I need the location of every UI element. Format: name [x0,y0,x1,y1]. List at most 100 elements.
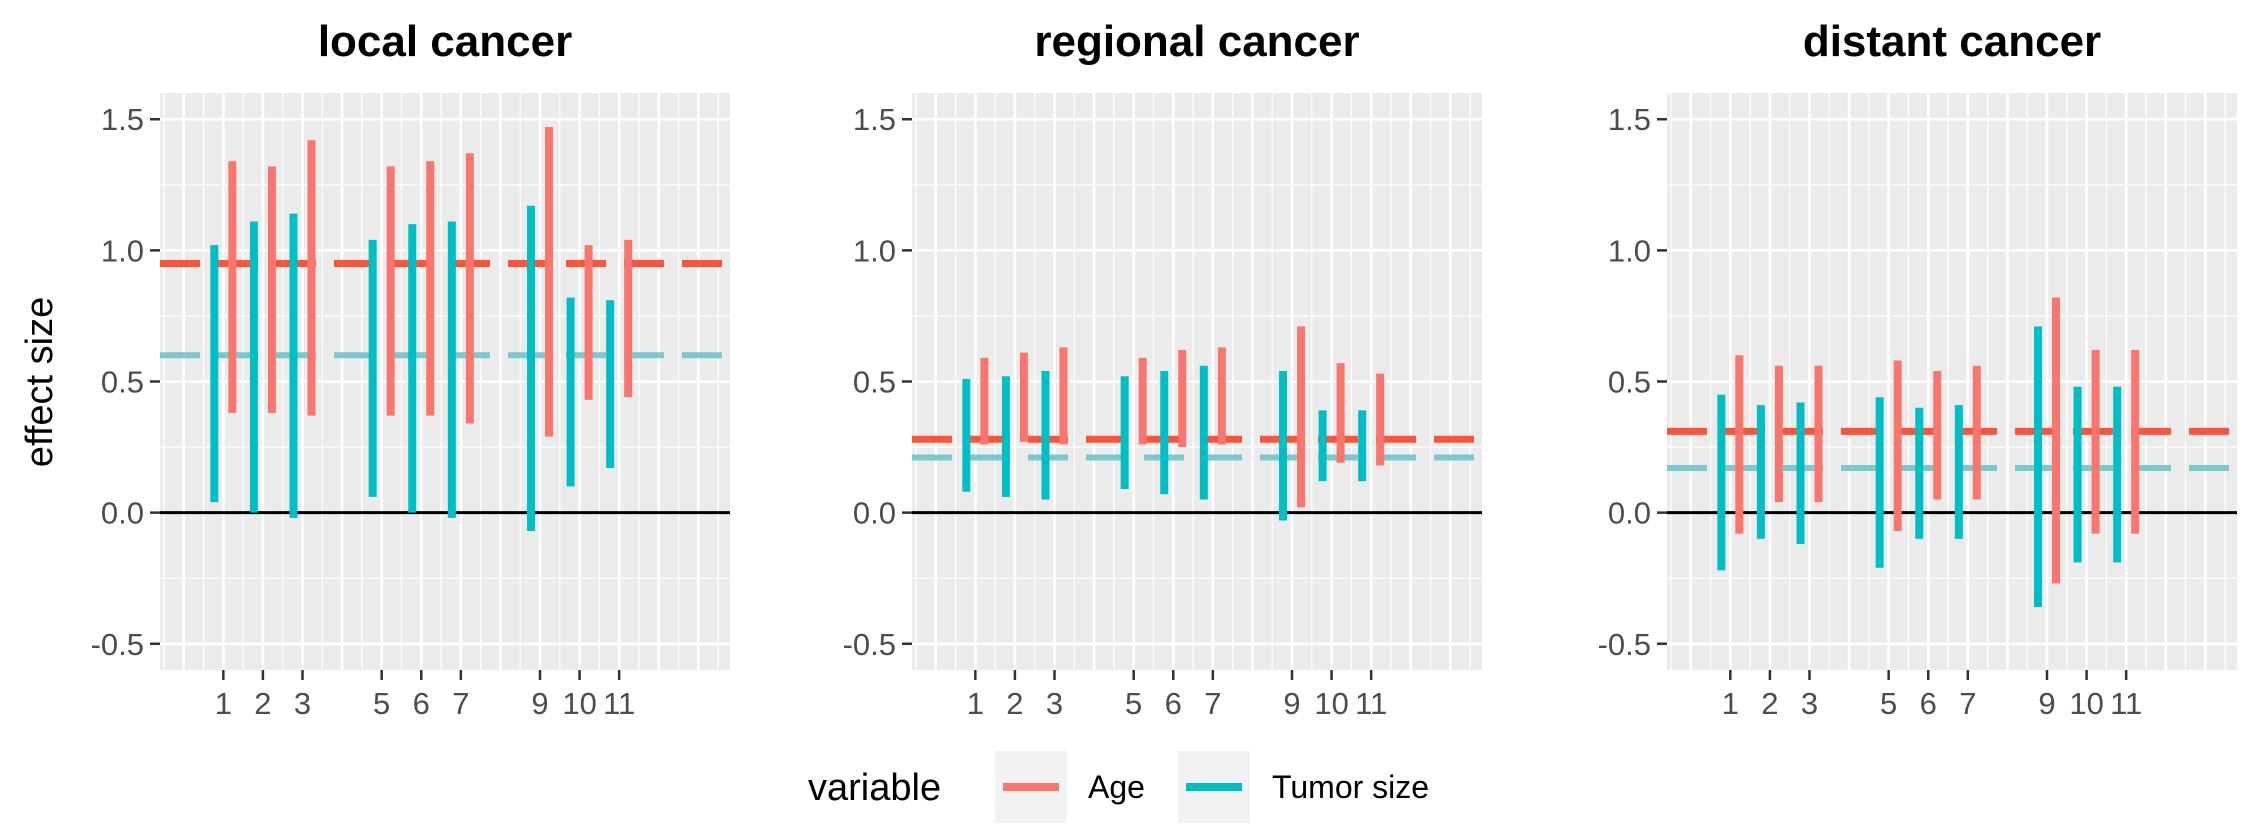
x-tick-label: 7 [1959,686,1976,721]
interval-bar-age-5 [1893,360,1902,531]
interval-bar-tumor-size-1 [210,245,219,503]
interval-bar-age-7 [1217,347,1226,445]
interval-bar-age-10 [1336,363,1345,463]
interval-bar-tumor-size-9 [1279,371,1287,521]
x-tick-label: 1 [1722,686,1739,721]
interval-bar-tumor-size-1 [1717,394,1726,571]
interval-bar-tumor-size-6 [1160,371,1169,495]
y-tick-label: 0.0 [101,496,144,531]
interval-bar-age-6 [1933,371,1942,500]
y-tick-label: 1.5 [101,102,144,137]
x-tick-label: 1 [215,686,232,721]
interval-bar-age-2 [1774,365,1783,503]
x-tick-label: 2 [1006,686,1023,721]
x-tick-label: 9 [1283,686,1300,721]
x-tick-label: 9 [531,686,548,721]
interval-bar-tumor-size-6 [408,224,417,513]
x-tick-label: 10 [562,686,596,721]
interval-bar-age-1 [980,357,989,445]
interval-bar-age-11 [1376,373,1385,466]
interval-bar-tumor-size-9 [527,205,535,531]
interval-bar-tumor-size-7 [1954,405,1963,539]
y-tick-label: 0.5 [853,365,896,400]
panel-regional-cancer: regional cancer -0.5 0.0 0.5 1.0 1.5 1 2 3 5 6 7 9 10… [843,17,1482,721]
interval-bar-tumor-size-2 [1001,376,1010,497]
x-tick-label: 7 [452,686,469,721]
y-tick-label: 0.5 [1608,365,1651,400]
x-tick-label: 2 [254,686,271,721]
interval-bar-tumor-size-10 [566,297,575,487]
y-tick-label: 1.5 [853,102,896,137]
interval-bar-tumor-size-10 [1318,410,1327,482]
interval-bar-tumor-size-7 [1199,365,1208,500]
interval-bar-tumor-size-11 [1358,410,1367,482]
x-tick-label: 3 [1801,686,1818,721]
interval-bar-age-3 [1059,347,1068,445]
x-tick-label: 9 [2038,686,2055,721]
interval-bar-tumor-size-10 [2073,386,2082,563]
y-tick-label: 0.0 [1608,496,1651,531]
interval-bar-age-9 [2052,297,2060,584]
interval-bar-age-6 [426,161,435,416]
interval-bar-age-2 [267,166,276,413]
interval-bar-tumor-size-6 [1915,407,1924,539]
panel-title: regional cancer [1034,17,1359,66]
interval-bar-age-11 [624,239,633,398]
interval-bar-age-11 [2131,350,2140,534]
interval-bar-age-7 [465,153,474,424]
interval-bar-age-2 [1019,352,1028,442]
interval-bar-tumor-size-1 [962,378,971,492]
interval-bar-age-9 [1297,326,1305,508]
interval-bar-tumor-size-11 [606,300,615,469]
interval-bar-age-6 [1178,350,1187,448]
interval-bar-tumor-size-2 [1756,405,1765,539]
interval-bar-age-9 [545,127,553,437]
interval-bar-tumor-size-3 [1041,371,1050,500]
x-tick-label: 5 [1880,686,1897,721]
interval-bar-age-1 [228,161,237,413]
x-tick-label: 10 [1314,686,1348,721]
interval-bar-age-1 [1735,355,1744,534]
interval-bar-age-5 [386,166,395,416]
legend-title: variable [808,767,941,809]
panel-distant-cancer: distant cancer -0.5 0.0 0.5 1.0 1.5 1 2 3 5 6 7 9 10 1… [1598,17,2237,721]
interval-bar-age-3 [307,140,316,416]
legend-entry-age: Age [995,751,1145,823]
x-tick-label: 11 [603,686,635,721]
y-tick-label: -0.5 [91,627,144,662]
panel-local-cancer: local cancer -0.5 0.0 0.5 1.0 1.5 1 2 3 5 6 7 9 10 11 [91,17,730,721]
y-tick-label: 1.0 [101,233,144,268]
interval-bar-tumor-size-2 [249,221,258,513]
x-tick-label: 6 [1165,686,1182,721]
y-tick-label: 0.0 [853,496,896,531]
interval-bar-tumor-size-5 [1875,397,1884,568]
x-tick-label: 2 [1761,686,1778,721]
y-tick-label: 0.5 [101,365,144,400]
x-tick-label: 11 [2110,686,2142,721]
x-tick-label: 5 [1125,686,1142,721]
y-tick-label: -0.5 [1598,627,1651,662]
interval-bar-age-7 [1972,365,1981,500]
legend-entry-tumor-size: Tumor size [1178,751,1429,823]
x-tick-label: 10 [2069,686,2103,721]
legend-label: Tumor size [1272,769,1429,805]
interval-bar-tumor-size-3 [289,213,298,518]
interval-bar-age-3 [1814,365,1823,503]
x-tick-label: 11 [1355,686,1387,721]
interval-bar-tumor-size-5 [368,239,377,497]
legend-label: Age [1088,769,1145,805]
interval-bar-tumor-size-5 [1120,376,1129,490]
facet-panels: local cancer-0.50.00.51.01.51 2 3 5 6 7 9 10 11r… [91,17,2237,721]
y-tick-label: 1.5 [1608,102,1651,137]
interval-bar-age-5 [1138,357,1147,445]
panel-title: distant cancer [1803,17,2101,66]
y-tick-label: 1.0 [853,233,896,268]
y-tick-label: -0.5 [843,627,896,662]
x-tick-label: 1 [967,686,984,721]
x-tick-label: 6 [1920,686,1937,721]
interval-bar-age-10 [584,245,593,400]
panel-title: local cancer [318,17,572,66]
x-tick-label: 6 [413,686,430,721]
y-axis-label: effect size [19,297,61,467]
